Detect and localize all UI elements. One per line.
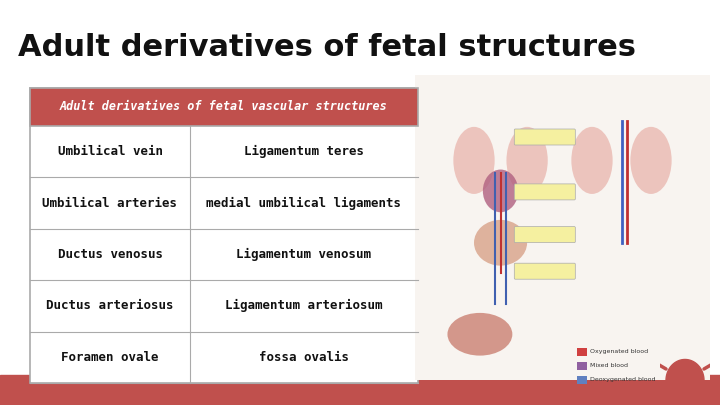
- Text: medial umbilical ligaments: medial umbilical ligaments: [207, 196, 402, 210]
- Ellipse shape: [447, 313, 513, 356]
- Ellipse shape: [454, 127, 495, 194]
- Bar: [577, 362, 588, 370]
- Bar: [30, 88, 418, 383]
- Text: Umbilical arteries: Umbilical arteries: [42, 196, 178, 210]
- FancyBboxPatch shape: [514, 129, 575, 145]
- Text: Adult derivatives of fetal vascular structures: Adult derivatives of fetal vascular stru…: [60, 100, 388, 113]
- Bar: [415, 75, 710, 380]
- Text: Ductus arteriosus: Ductus arteriosus: [46, 299, 174, 312]
- Text: Adult derivatives of fetal structures: Adult derivatives of fetal structures: [18, 33, 636, 62]
- FancyBboxPatch shape: [514, 227, 575, 243]
- Text: Foramen ovale: Foramen ovale: [61, 351, 158, 364]
- Ellipse shape: [483, 170, 518, 212]
- Ellipse shape: [474, 220, 527, 266]
- Text: Ligamentum arteriosum: Ligamentum arteriosum: [225, 299, 383, 312]
- FancyBboxPatch shape: [514, 263, 575, 279]
- Text: Ductus venosus: Ductus venosus: [58, 248, 163, 261]
- Bar: [577, 375, 588, 384]
- Polygon shape: [666, 360, 704, 386]
- Text: fossa ovalis: fossa ovalis: [259, 351, 349, 364]
- FancyBboxPatch shape: [514, 184, 575, 200]
- Polygon shape: [679, 386, 691, 401]
- Text: Deoxygenated blood: Deoxygenated blood: [590, 377, 656, 382]
- Bar: [577, 347, 588, 356]
- Ellipse shape: [630, 127, 672, 194]
- Ellipse shape: [506, 127, 548, 194]
- Text: Ligamentum venosum: Ligamentum venosum: [236, 248, 372, 261]
- Bar: [30, 88, 418, 126]
- Text: Mixed blood: Mixed blood: [590, 363, 629, 368]
- Text: Umbilical vein: Umbilical vein: [58, 145, 163, 158]
- Ellipse shape: [572, 127, 613, 194]
- Text: Ligamentum teres: Ligamentum teres: [244, 145, 364, 158]
- Text: Oxygenated blood: Oxygenated blood: [590, 349, 649, 354]
- Bar: [0, 375, 720, 405]
